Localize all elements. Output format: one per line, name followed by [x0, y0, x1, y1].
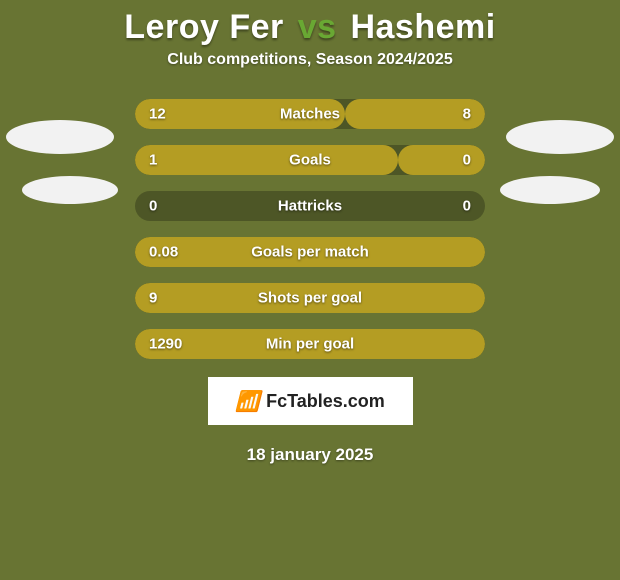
- chart-icon: 📶: [235, 389, 260, 414]
- bar-left: [135, 145, 398, 175]
- stat-row: 12Matches8: [135, 99, 485, 129]
- snapshot-date: 18 january 2025: [0, 445, 620, 465]
- stat-row: 0.08Goals per match: [135, 237, 485, 267]
- bar-left: [135, 329, 485, 359]
- stat-row: 0Hattricks0: [135, 191, 485, 221]
- player2-photo-placeholder: [506, 120, 614, 154]
- player1-club-placeholder: [22, 176, 118, 204]
- stat-label: Hattricks: [135, 198, 485, 215]
- bar-left: [135, 237, 485, 267]
- vs-text: vs: [298, 8, 337, 46]
- stats-rows: 12Matches8 1Goals0 0Hattricks0 0.08Goals pe…: [135, 99, 485, 359]
- player1-name: Leroy Fer: [124, 8, 283, 46]
- bar-left: [135, 99, 345, 129]
- player1-photo-placeholder: [6, 120, 114, 154]
- stat-row: 9Shots per goal: [135, 283, 485, 313]
- stat-value-left: 0: [149, 198, 157, 215]
- bar-right: [398, 145, 486, 175]
- source-text: FcTables.com: [266, 391, 385, 412]
- bar-right: [345, 99, 485, 129]
- stat-row: 1Goals0: [135, 145, 485, 175]
- player2-name: Hashemi: [350, 8, 495, 46]
- comparison-title: Leroy Fer vs Hashemi: [0, 0, 620, 51]
- player2-club-placeholder: [500, 176, 600, 204]
- bar-left: [135, 283, 485, 313]
- source-badge: 📶 FcTables.com: [208, 377, 413, 425]
- subtitle: Club competitions, Season 2024/2025: [0, 51, 620, 69]
- stat-row: 1290Min per goal: [135, 329, 485, 359]
- stat-value-right: 0: [463, 198, 471, 215]
